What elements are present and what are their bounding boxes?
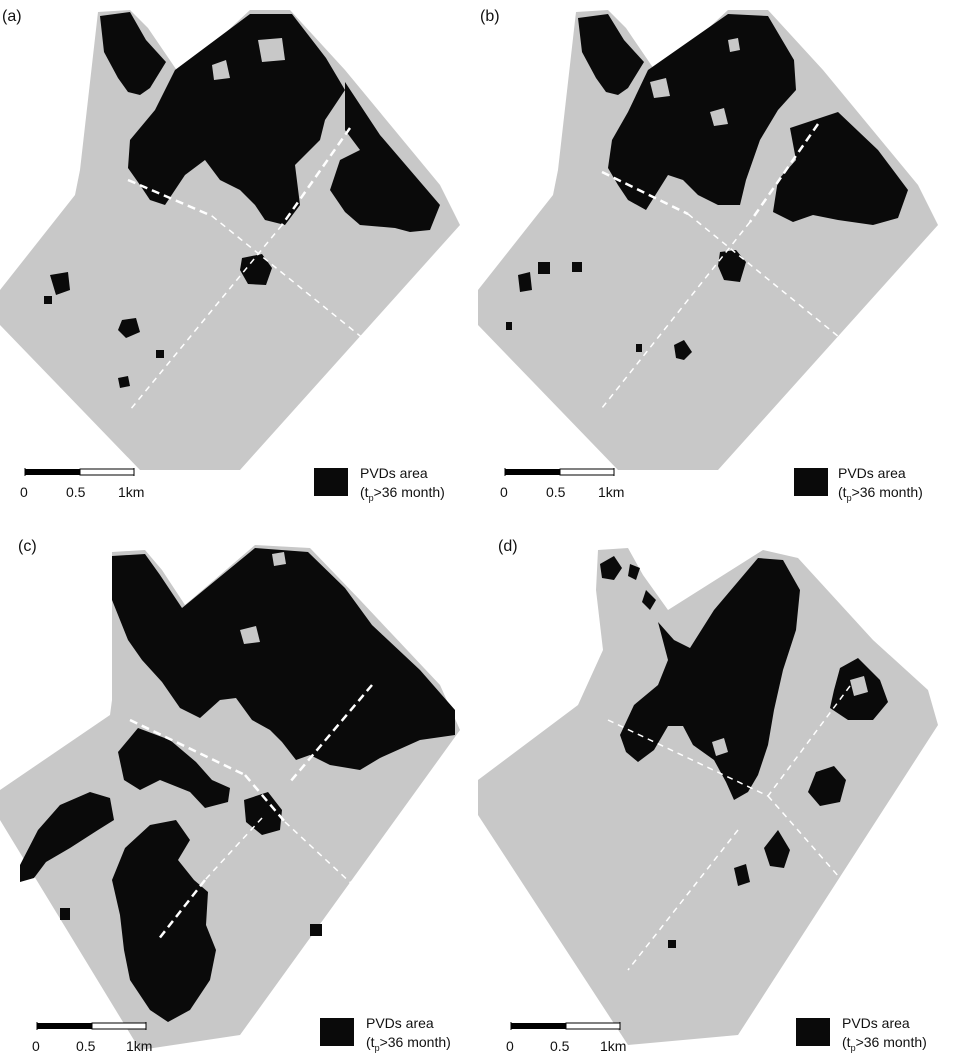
scale-label-1km: 1km [118,484,145,500]
scale-label-0: 0 [500,484,508,500]
map-d [478,548,938,1045]
scale-bar [36,1022,147,1030]
panel-label: (c) [18,538,37,555]
road-line [767,795,869,911]
road-line [748,123,820,223]
scale-bar [510,1022,621,1030]
legend-swatch [320,1018,354,1046]
road-line [687,213,851,347]
road-line [289,684,373,783]
legend-line2: (tp>36 month) [366,1034,451,1053]
scale-label-1km: 1km [126,1038,153,1054]
legend-line2: (tp>36 month) [842,1034,927,1053]
panel-c: (c) 0 0.5 1km PVDs area (tp>36 month) [0,530,480,1060]
legend-label: PVDs area (tp>36 month) [838,464,923,508]
legend-line1: PVDs area [838,465,906,481]
pvd-area [44,12,440,388]
scale-label-1km: 1km [598,484,625,500]
road-line [129,718,246,777]
scale-label-half: 0.5 [76,1038,96,1054]
road-line [627,829,739,971]
road-line [280,127,352,226]
legend-label: PVDs area (tp>36 month) [360,464,445,508]
legend-label: PVDs area (tp>36 month) [366,1014,451,1058]
legend-line2: (tp>36 month) [360,484,445,503]
scale-bar [24,468,135,476]
road-line [204,817,263,881]
map-a [0,10,460,470]
map-c [0,545,460,1050]
legend-line1: PVDs area [366,1015,434,1031]
legend-swatch [796,1018,830,1046]
legend-swatch [794,468,828,496]
legend-line1: PVDs area [842,1015,910,1031]
panel-label: (d) [498,538,518,555]
legend-swatch [314,468,348,496]
road-line [601,170,689,216]
map-b [478,10,938,470]
road-line [601,221,751,409]
road-line [211,215,376,349]
study-area [478,548,938,1045]
road-line [244,774,286,823]
scale-label-0: 0 [32,1038,40,1054]
legend-line1: PVDs area [360,465,428,481]
road-line [607,719,769,797]
legend-label: PVDs area (tp>36 month) [842,1014,927,1058]
panel-b: (b) 0 0.5 1km PVDs area (tp>36 month) [478,0,958,530]
scale-label-0: 0 [506,1038,514,1054]
road-line [127,178,213,218]
pvd-holes [650,38,740,126]
scale-bar [504,468,615,476]
scale-label-0: 0 [20,484,28,500]
panel-label: (b) [480,8,500,25]
scale-label-half: 0.5 [550,1038,570,1054]
pvd-area [600,556,888,948]
scale-label-half: 0.5 [66,484,86,500]
legend-line2: (tp>36 month) [838,484,923,503]
panel-a: (a) 0 0.5 1km PVDs area (tp>36 month) [0,0,480,530]
scale-label-1km: 1km [600,1038,627,1054]
scale-label-half: 0.5 [546,484,566,500]
panel-d: (d) 0 0.5 1km PVDs area (tp>36 month) [478,530,958,1060]
road-line [129,224,283,411]
pvd-holes [712,676,868,756]
pvd-area [20,548,455,1022]
pvd-area [506,14,908,360]
road-line [767,685,851,797]
panel-label: (a) [2,8,22,25]
